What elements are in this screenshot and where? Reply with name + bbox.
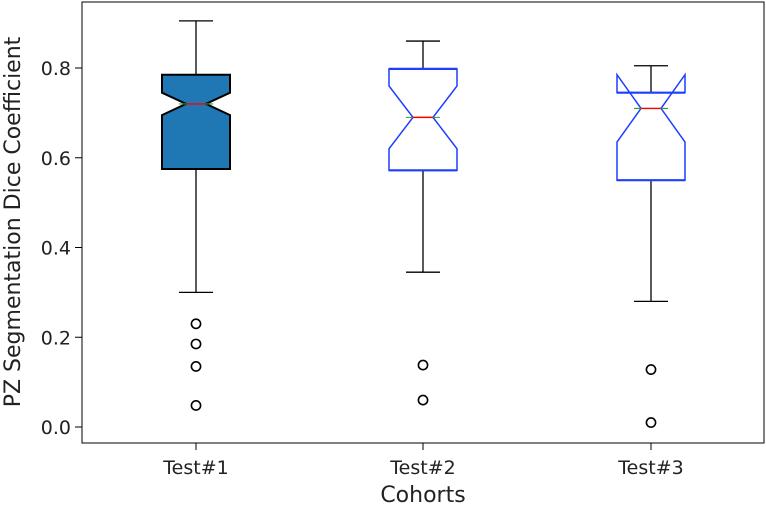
y-tick-label: 0.6 (41, 148, 71, 170)
box-group-1 (161, 20, 231, 411)
box-group-2 (388, 40, 458, 406)
outlier-point (417, 359, 429, 371)
x-tick-label: Test#3 (617, 457, 683, 479)
y-tick-label: 0.0 (41, 417, 71, 439)
x-tick-label: Test#1 (162, 457, 228, 479)
outlier-point (417, 394, 429, 406)
box-group-3 (616, 65, 686, 428)
outlier-point (645, 417, 657, 428)
y-axis-label: PZ Segmentation Dice Coefficient (1, 36, 26, 407)
x-axis-label: Cohorts (380, 483, 465, 505)
y-tick-label: 0.2 (41, 327, 71, 349)
outlier-point (645, 364, 657, 375)
outlier-point (190, 338, 202, 350)
outlier-point (190, 400, 202, 411)
y-tick-label: 0.4 (41, 238, 71, 260)
outlier-point (190, 318, 202, 330)
notched-box (161, 73, 231, 170)
x-tick-label: Test#2 (389, 457, 455, 479)
y-tick-label: 0.8 (41, 58, 71, 80)
outlier-point (190, 361, 202, 372)
